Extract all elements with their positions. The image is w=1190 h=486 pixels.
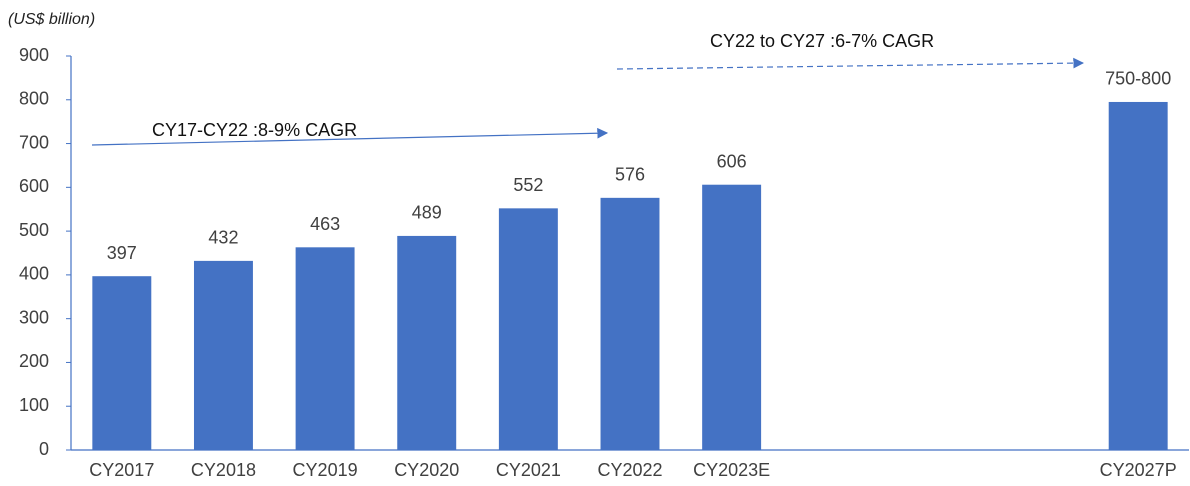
data-label: 606 xyxy=(717,151,747,171)
bar xyxy=(600,197,660,450)
y-tick-label: 100 xyxy=(19,395,49,415)
data-label: 552 xyxy=(513,175,543,195)
y-tick-label: 700 xyxy=(19,132,49,152)
data-label: 463 xyxy=(310,214,340,234)
y-tick-label: 300 xyxy=(19,307,49,327)
bar xyxy=(702,184,762,450)
y-tick-label: 400 xyxy=(19,264,49,284)
data-label: 489 xyxy=(412,203,442,223)
bar xyxy=(1108,101,1168,450)
x-tick-label: CY2019 xyxy=(293,460,358,480)
cagr-arrow xyxy=(91,127,609,146)
x-tick-label: CY2017 xyxy=(89,460,154,480)
bar xyxy=(397,235,457,450)
data-label: 432 xyxy=(208,228,238,248)
annotation: CY22 to CY27 :6-7% CAGR xyxy=(710,31,934,51)
y-tick-label: 200 xyxy=(19,351,49,371)
data-label: 576 xyxy=(615,165,645,185)
x-tick-label: CY2023E xyxy=(693,460,770,480)
x-tick-label: CY2021 xyxy=(496,460,561,480)
data-label: 397 xyxy=(107,243,137,263)
bar xyxy=(193,260,253,450)
y-axis-unit: (US$ billion) xyxy=(8,11,95,28)
bar xyxy=(295,247,355,450)
y-tick-label: 500 xyxy=(19,220,49,240)
x-tick-label: CY2027P xyxy=(1100,460,1177,480)
data-label: 750-800 xyxy=(1105,69,1171,89)
bar xyxy=(498,208,558,450)
y-tick-label: 600 xyxy=(19,176,49,196)
x-tick-label: CY2018 xyxy=(191,460,256,480)
y-tick-label: 0 xyxy=(39,439,49,459)
y-tick-label: 800 xyxy=(19,89,49,109)
x-tick-label: CY2022 xyxy=(597,460,662,480)
x-tick-label: CY2020 xyxy=(394,460,459,480)
annotation: CY17-CY22 :8-9% CAGR xyxy=(152,120,357,140)
y-tick-label: 900 xyxy=(19,45,49,65)
bar xyxy=(92,276,152,450)
cagr-arrow xyxy=(616,57,1085,70)
